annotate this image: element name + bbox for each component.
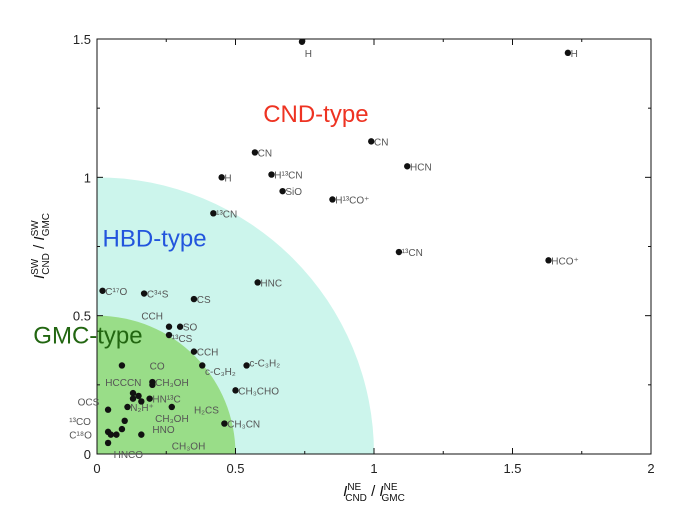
data-point (545, 257, 552, 264)
point-label: ¹³CS (172, 334, 193, 345)
point-label: C¹⁸O (69, 431, 92, 442)
point-label: HNO (152, 425, 174, 436)
point-label: SiO (285, 187, 302, 198)
data-point (165, 323, 173, 330)
data-point (138, 431, 145, 438)
region-gmc-type (97, 315, 236, 454)
point-label: HNC (260, 278, 282, 289)
point-label: CH₃CN (227, 420, 260, 431)
data-point (138, 398, 145, 405)
region-label-hbd-type: HBD-type (103, 226, 207, 253)
point-label: CH₃OH (172, 442, 206, 453)
x-tick-label: 1.5 (503, 461, 521, 476)
point-label: ¹³CN (402, 248, 423, 259)
region-fills (97, 177, 374, 454)
point-label: H (571, 49, 578, 60)
point-label: H¹³CO⁺ (335, 195, 369, 206)
point-label: CCH (141, 312, 163, 323)
data-point (190, 295, 198, 303)
data-point (121, 417, 128, 424)
data-point (221, 420, 228, 427)
point-label: SO (183, 323, 198, 334)
x-tick-label: 0 (93, 461, 100, 476)
data-point (146, 395, 153, 402)
point-label: CH₃OH (155, 378, 189, 389)
region-label-gmc-type: GMC-type (33, 322, 142, 349)
point-label: ¹³CN (216, 209, 237, 220)
axis-labels: INE CND / INE GMC ISWCND / ISWGMC (30, 213, 405, 504)
data-point (199, 362, 206, 369)
data-point (329, 196, 336, 203)
point-label: C³⁴S (147, 290, 169, 301)
x-tick-label: 0.5 (226, 461, 244, 476)
point-label: ¹³CO (69, 417, 91, 428)
data-point (149, 381, 156, 389)
data-point (124, 403, 131, 411)
data-point (118, 362, 126, 369)
point-label: CS (197, 295, 211, 306)
region-labels: CND-type HBD-type GMC-type (33, 101, 368, 349)
point-label: HCN (410, 162, 432, 173)
data-point (298, 38, 306, 45)
data-point (118, 425, 126, 433)
y-tick-label: 0 (84, 447, 91, 462)
data-point (243, 362, 250, 369)
data-point (210, 210, 217, 217)
data-point (251, 149, 259, 156)
point-label: OCS (78, 397, 100, 408)
point-label: CH₃CHO (238, 386, 279, 397)
data-point (254, 279, 261, 286)
data-point (218, 174, 225, 181)
point-label: CO (150, 361, 165, 372)
data-point (395, 248, 403, 256)
data-point (268, 171, 275, 178)
point-label: HNCO (114, 450, 144, 461)
point-label: HCO⁺ (551, 256, 579, 267)
y-tick-label: 1.5 (73, 32, 91, 47)
point-label: CN (258, 148, 272, 159)
y-tick-label: 1 (84, 170, 91, 185)
data-point (113, 431, 120, 438)
data-point (140, 290, 148, 297)
data-point (564, 49, 572, 57)
point-label: N₂H⁺ (130, 403, 154, 414)
point-label: H¹³CN (274, 171, 302, 182)
point-label: HN¹³C (152, 395, 180, 406)
point-label: CN (374, 137, 388, 148)
data-point (190, 348, 198, 355)
data-point (99, 287, 106, 294)
point-label: HCCCN (105, 378, 141, 389)
data-point (279, 187, 286, 195)
data-point (368, 138, 375, 145)
axis-ticks: 0 0.5 1 1.5 2 0 0.5 1 1.5 (73, 32, 655, 476)
point-label: c-C₃H₂ (205, 367, 236, 378)
x-tick-label: 2 (647, 461, 654, 476)
data-point (104, 406, 112, 413)
point-label: CH₃OH (155, 414, 189, 425)
y-tick-label: 0.5 (73, 309, 91, 324)
point-label: H₂CS (194, 406, 219, 417)
data-point (104, 439, 112, 447)
data-point (232, 387, 239, 394)
point-label: c-C₃H₂ (249, 359, 280, 370)
point-label: H (224, 173, 231, 184)
point-label: H (305, 49, 312, 60)
data-point (165, 331, 173, 339)
x-axis-label: INE CND / INE GMC (343, 482, 405, 504)
data-point (107, 431, 115, 438)
data-point (129, 395, 137, 402)
x-tick-label: 1 (370, 461, 377, 476)
data-point (404, 163, 411, 170)
y-axis-label: ISWCND / ISWGMC (30, 213, 52, 279)
data-point (135, 392, 142, 400)
data-point (129, 389, 137, 397)
point-label: C¹⁷O (105, 287, 127, 298)
data-point (176, 323, 184, 330)
data-point (168, 403, 175, 411)
point-label: CCH (197, 348, 219, 359)
region-label-cnd-type: CND-type (263, 101, 368, 128)
